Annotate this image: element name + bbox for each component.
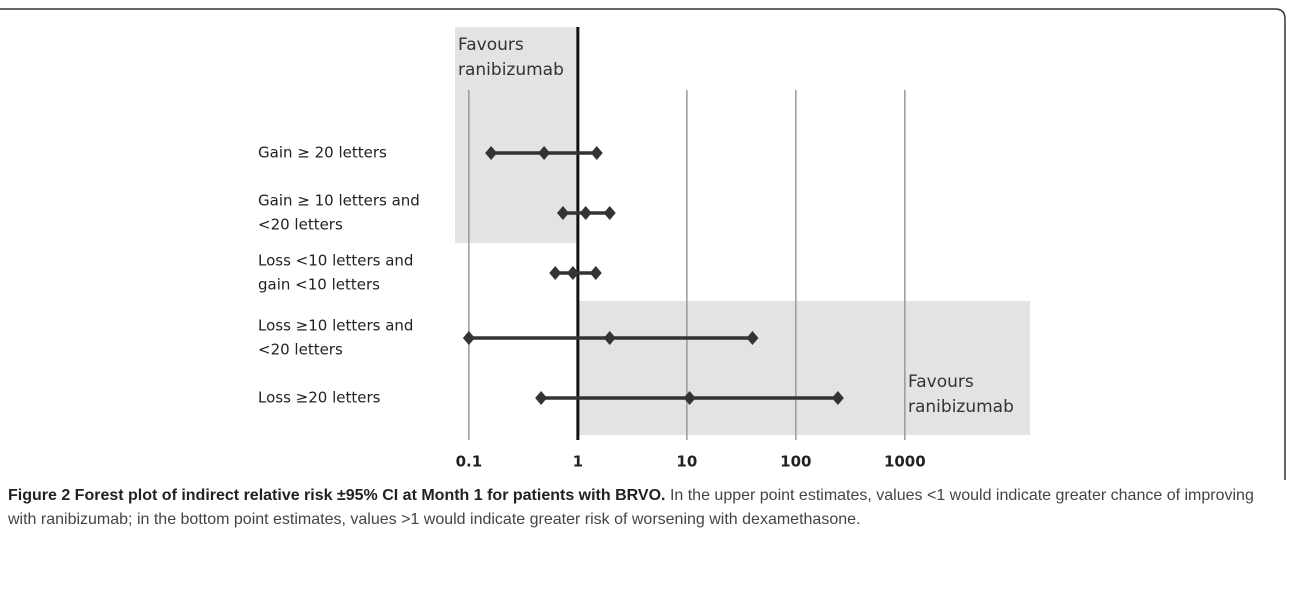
frame <box>0 8 1286 480</box>
row-label: gain <10 letters <box>258 276 380 294</box>
ci-upper <box>831 391 844 405</box>
ci-lower <box>556 206 569 220</box>
ci-upper <box>746 331 759 345</box>
caption-text: In the upper point estimates, values <1 … <box>8 487 1254 528</box>
favour-region <box>455 27 578 243</box>
annotation: ranibizumab <box>458 60 564 80</box>
ci-upper <box>603 206 616 220</box>
ci-lower <box>462 331 475 345</box>
row-label: Loss ≥20 letters <box>258 389 381 407</box>
ci-lower <box>535 391 548 405</box>
x-tick-label: 0.1 <box>456 453 483 471</box>
x-tick-label: 1000 <box>884 453 926 471</box>
row-label: Gain ≥ 20 letters <box>258 144 387 162</box>
row-label: Loss ≥10 letters and <box>258 317 413 335</box>
point-estimate <box>566 266 579 280</box>
annotation: ranibizumab <box>908 397 1014 417</box>
row-label: Gain ≥ 10 letters and <box>258 192 420 210</box>
row-label: <20 letters <box>258 341 343 359</box>
point-estimate <box>683 391 696 405</box>
ci-upper <box>590 146 603 160</box>
row-label: Loss <10 letters and <box>258 252 413 270</box>
point-estimate <box>579 206 592 220</box>
point-estimate <box>538 146 551 160</box>
x-tick-label: 100 <box>780 453 811 471</box>
ci-lower <box>485 146 498 160</box>
annotation: Favours <box>458 35 524 55</box>
row-label: <20 letters <box>258 216 343 234</box>
caption: Figure 2 Forest plot of indirect relativ… <box>8 484 1278 532</box>
ci-upper <box>589 266 602 280</box>
chart: 0.1 1 10 100 1000 Gain ≥ 20 letters Gain ≥ 10 … <box>0 8 1286 480</box>
x-tick-label: 10 <box>676 453 697 471</box>
point-estimate <box>603 331 616 345</box>
ci-lower <box>549 266 562 280</box>
x-tick-label: 1 <box>573 453 583 471</box>
favour-region <box>578 301 1030 435</box>
annotation: Favours <box>908 372 974 392</box>
caption-title: Figure 2 Forest plot of indirect relativ… <box>8 487 666 504</box>
